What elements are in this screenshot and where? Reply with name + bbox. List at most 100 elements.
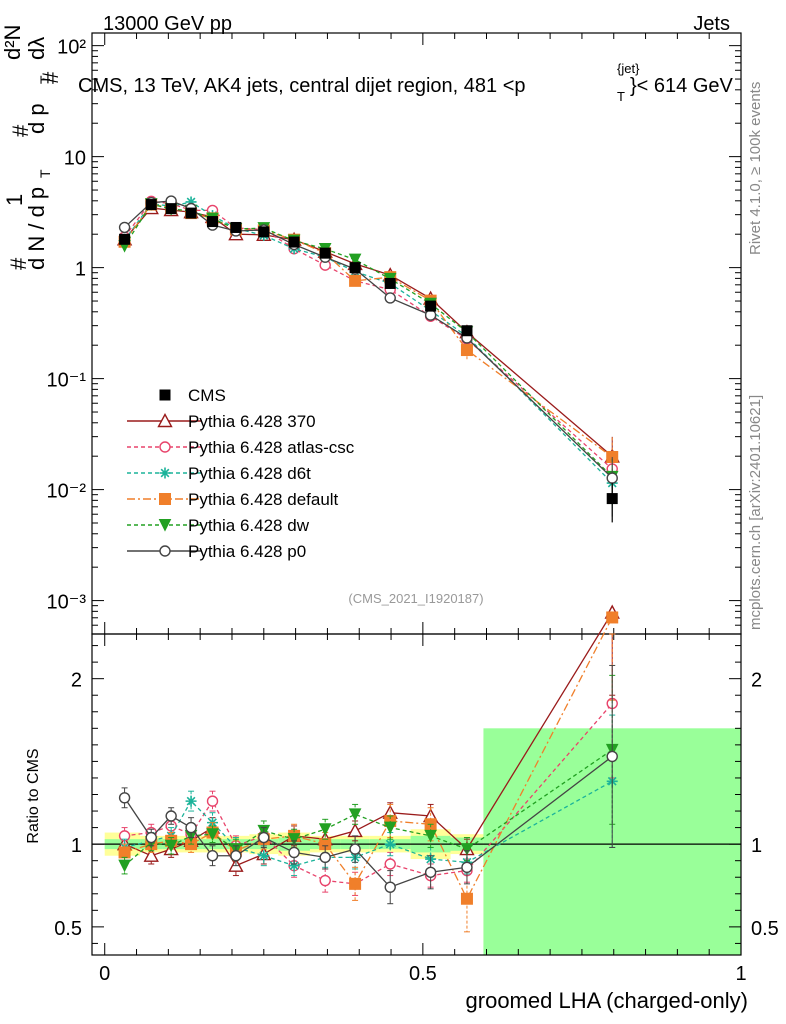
- y-axis-label-mid: d p: [24, 103, 49, 134]
- cms-point: [185, 207, 197, 219]
- plot-title: CMS, 13 TeV, AK4 jets, central dijet reg…: [78, 61, 734, 104]
- y-tick-label: 10⁻³: [47, 592, 87, 614]
- ratio-line-d6t: [124, 780, 613, 867]
- rivet-label: Rivet 4.1.0, ≥ 100k events: [747, 82, 764, 255]
- ratio-marker-atlas-csc: [319, 874, 331, 887]
- ratio-marker-p0: [258, 831, 270, 844]
- y-axis-label-dl: dλ: [24, 37, 49, 60]
- cms-point: [207, 216, 219, 228]
- cms-point: [258, 226, 270, 238]
- ratio-marker-p0: [230, 850, 242, 862]
- ratio-marker-atlas-csc: [384, 858, 396, 870]
- ratio-tick-label: 0.5: [54, 918, 82, 940]
- series-cms: [119, 199, 618, 523]
- cms-point: [319, 247, 331, 259]
- legend-label-default: Pythia 6.428 default: [188, 490, 339, 509]
- marker-default: [349, 274, 362, 287]
- y-tick-label: 1: [75, 259, 86, 281]
- header-right: Jets: [693, 13, 730, 35]
- ratio-marker-p0: [349, 843, 361, 855]
- x-tick-label: 0: [99, 963, 110, 985]
- ratio-marker-dw: [460, 843, 474, 856]
- series-dw: [118, 198, 619, 506]
- ratio-series: [116, 604, 620, 933]
- ratio-axis-label: Ratio to CMS: [25, 748, 42, 843]
- main-frame: 10⁻³ 10⁻² 10⁻¹ 1 10 10²: [47, 32, 742, 635]
- legend-label-d6t: Pythia 6.428 d6t: [188, 464, 311, 483]
- marker-p0: [606, 472, 618, 484]
- cms-point: [288, 236, 300, 248]
- ratio-marker-p0: [461, 861, 473, 874]
- y-axis-label: # 1 d N / d p T # d²N # d p T dλ: [0, 25, 63, 270]
- ratio-marker-p0: [118, 792, 131, 804]
- ratio-marker-dw: [383, 821, 397, 835]
- ratio-marker-p0: [319, 851, 331, 864]
- marker-p0: [384, 292, 396, 304]
- ratio-tick-label-right: 0.5: [751, 918, 779, 940]
- y-axis-label-hash: #: [6, 257, 31, 270]
- ratio-marker-p0: [288, 846, 300, 859]
- cms-point: [425, 300, 437, 312]
- ratio-tick-label: 1: [71, 835, 82, 857]
- y-axis-label-num: d²N: [0, 25, 25, 60]
- plot-title-tail: }< 614 GeV: [630, 75, 734, 97]
- cms-point: [165, 203, 177, 215]
- cms-point: [230, 221, 242, 233]
- legend-label-cms: CMS: [188, 386, 226, 405]
- ratio-marker-dw: [206, 828, 219, 841]
- legend-marker-d6t: [159, 467, 171, 479]
- ratio-marker-p0: [384, 881, 396, 893]
- legend-item-370: Pythia 6.428 370: [127, 412, 316, 431]
- legend-item-d6t: Pythia 6.428 d6t: [127, 464, 311, 483]
- ratio-marker-dw: [348, 808, 362, 821]
- y-tick-label: 10⁻²: [47, 481, 87, 503]
- ratio-marker-default: [460, 892, 473, 905]
- y-axis-label-hash3: #: [38, 71, 63, 84]
- y-axis-label-t2: T: [37, 75, 53, 84]
- series-line-dw: [124, 203, 613, 478]
- ratio-tick-label: 2: [71, 670, 82, 692]
- cms-point: [349, 262, 361, 274]
- ratio-marker-atlas-csc: [206, 795, 219, 807]
- ratio-marker-dw: [287, 833, 301, 846]
- legend-item-cms: CMS: [159, 386, 226, 405]
- ratio-bands: [104, 728, 741, 955]
- series-line-p0: [124, 200, 613, 479]
- ratio-marker-p0: [185, 821, 197, 834]
- marker-d6t: [185, 196, 197, 208]
- legend-label-dw: Pythia 6.428 dw: [188, 516, 310, 535]
- series-d6t: [119, 196, 618, 508]
- ratio-marker-default: [118, 846, 131, 859]
- mcplots-label: mcplots.cern.ch [arXiv:2401.10621]: [747, 395, 764, 630]
- legend-marker-cms: [159, 389, 171, 401]
- legend-marker-default: [159, 493, 171, 505]
- y-axis-label-dn: d N / d p: [24, 187, 49, 270]
- legend-item-dw: Pythia 6.428 dw: [127, 516, 310, 535]
- cms-point: [606, 493, 618, 505]
- x-tick-label: 0.5: [409, 963, 437, 985]
- ratio-marker-d6t: [384, 838, 396, 850]
- ratio-marker-default: [349, 877, 362, 890]
- analysis-tag: (CMS_2021_I1920187): [348, 591, 483, 606]
- marker-dw: [348, 253, 362, 267]
- legend-marker-370: [157, 413, 173, 428]
- header-left: 13000 GeV pp: [103, 13, 232, 35]
- ratio-marker-d6t: [185, 795, 197, 807]
- ratio-marker-370: [143, 847, 159, 862]
- ratio-marker-dw: [318, 823, 332, 836]
- cms-point: [461, 325, 473, 337]
- plot-title-main: CMS, 13 TeV, AK4 jets, central dijet reg…: [78, 75, 526, 97]
- ratio-marker-dw: [424, 829, 437, 843]
- legend-label-atlas-csc: Pythia 6.428 atlas-csc: [188, 438, 355, 457]
- x-axis-label: groomed LHA (charged-only): [466, 988, 748, 1013]
- y-tick-label: 10⁻¹: [47, 370, 87, 392]
- ratio-series-p0: [118, 664, 618, 905]
- legend-item-atlas-csc: Pythia 6.428 atlas-csc: [127, 438, 355, 457]
- ratio-marker-p0: [206, 850, 219, 862]
- plot-title-sup: {jet}: [617, 61, 640, 76]
- ratio-marker-d6t: [258, 850, 270, 862]
- y-axis-label-t: T: [37, 169, 53, 178]
- ratio-frame: 0.5 0.5 1 1 2 2 0 0.5 1: [54, 633, 779, 985]
- marker-p0: [118, 221, 131, 234]
